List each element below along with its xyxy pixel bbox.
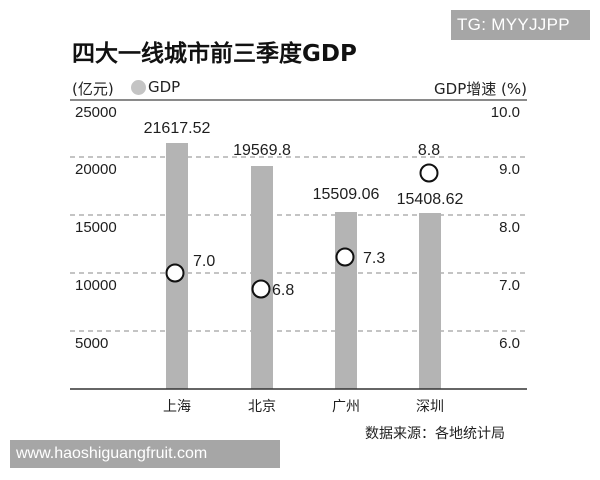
bar-beijing: [251, 166, 273, 389]
right-tick: 9.0: [499, 161, 520, 178]
growth-value: 7.0: [193, 253, 215, 270]
marker-guangzhou: [335, 247, 355, 267]
left-tick: 20000: [75, 161, 117, 178]
growth-value: 8.8: [418, 142, 440, 159]
source-note: 数据来源：各地统计局: [365, 426, 505, 442]
chart-title: 四大一线城市前三季度GDP: [72, 41, 357, 67]
x-axis-categories: 上海 北京 广州 深圳: [163, 399, 444, 415]
gridlines: [70, 156, 527, 332]
category-label: 广州: [332, 399, 360, 415]
growth-value: 6.8: [272, 282, 294, 299]
right-tick: 6.0: [499, 335, 520, 352]
right-axis: 10.0 9.0 8.0 7.0 6.0: [491, 104, 520, 352]
left-tick: 5000: [75, 335, 108, 352]
bar-value: 15408.62: [397, 191, 464, 208]
bar-shenzhen: [419, 213, 441, 389]
legend-swatch-icon: [131, 79, 146, 95]
marker-shanghai: [165, 263, 185, 283]
right-tick: 10.0: [491, 104, 520, 121]
legend-label: GDP: [148, 78, 181, 96]
gdp-value-labels: 21617.52 19569.8 15509.06 15408.62: [144, 120, 464, 208]
bar-value: 15509.06: [313, 186, 380, 203]
left-axis: 25000 20000 15000 10000 5000: [75, 104, 117, 352]
left-axis-unit: (亿元): [72, 80, 114, 98]
watermark-bottom: www.haoshiguangfruit.com: [10, 440, 280, 468]
category-label: 北京: [248, 399, 276, 415]
bar-guangzhou: [335, 212, 357, 389]
left-tick: 15000: [75, 219, 117, 236]
left-tick: 10000: [75, 277, 117, 294]
category-label: 深圳: [416, 399, 444, 415]
growth-value-labels: 7.0 6.8 7.3 8.8: [193, 142, 440, 299]
bar-value: 21617.52: [144, 120, 211, 137]
bar-value: 19569.8: [233, 142, 291, 159]
right-axis-unit: GDP增速 (%): [434, 80, 527, 98]
watermark-top: TG: MYYJJPP: [451, 10, 590, 40]
left-tick: 25000: [75, 104, 117, 121]
growth-value: 7.3: [363, 250, 385, 267]
legend: GDP: [131, 78, 180, 96]
marker-shenzhen: [419, 163, 439, 183]
marker-beijing: [251, 279, 271, 299]
growth-markers: [165, 163, 439, 299]
right-tick: 7.0: [499, 277, 520, 294]
category-label: 上海: [163, 399, 191, 415]
right-tick: 8.0: [499, 219, 520, 236]
